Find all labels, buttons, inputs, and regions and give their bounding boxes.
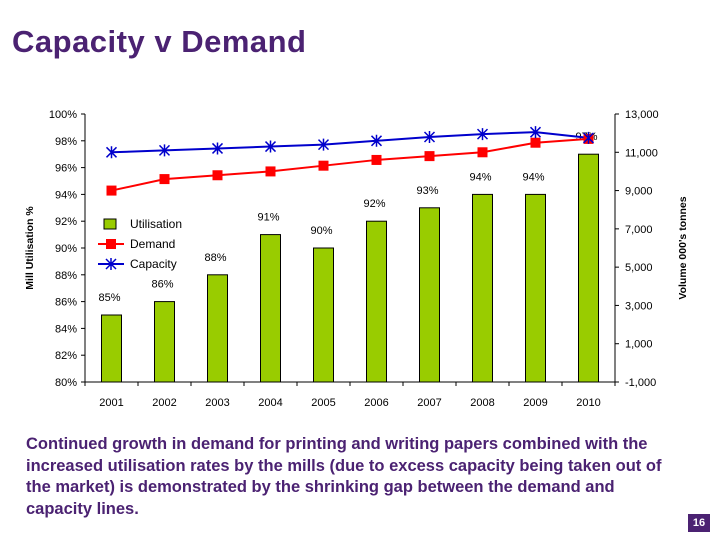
x-tick-label: 2010 (576, 397, 600, 409)
utilisation-bar (366, 220, 387, 383)
utilisation-bar (525, 193, 546, 383)
slide-title: Capacity v Demand (12, 24, 307, 59)
legend-label: Demand (130, 237, 175, 251)
capacity-line (111, 131, 589, 154)
left-tick-label: 94% (55, 189, 77, 201)
right-tick-label: 13,000 (625, 109, 659, 121)
legend-label: Capacity (130, 257, 177, 271)
utilisation-bar (472, 193, 493, 383)
demand-marker (265, 166, 276, 177)
demand-marker (318, 160, 329, 171)
demand-marker (424, 151, 435, 162)
legend-label: Utilisation (130, 217, 182, 231)
utilisation-data-label: 91% (257, 212, 279, 224)
utilisation-data-label: 94% (469, 171, 491, 183)
demand-marker (371, 154, 382, 165)
legend-marker-capacity (105, 258, 117, 270)
x-tick-label: 2005 (311, 397, 335, 409)
x-tick-label: 2009 (523, 397, 547, 409)
x-tick-label: 2001 (99, 397, 123, 409)
left-tick-label: 100% (49, 109, 77, 121)
x-tick-label: 2006 (364, 397, 388, 409)
right-tick-label: 11,000 (625, 147, 658, 159)
utilisation-data-label: 88% (204, 252, 226, 264)
slide-caption: Continued growth in demand for printing … (26, 435, 662, 518)
left-tick-label: 90% (55, 243, 77, 255)
legend-swatch-utilisation (103, 218, 117, 230)
capacity-marker (264, 140, 277, 153)
left-axis-title: Mill Utilisation % (24, 206, 36, 290)
right-tick-label: -1,000 (625, 377, 656, 389)
left-tick-label: 92% (55, 216, 77, 228)
utilisation-bar (101, 314, 122, 383)
right-tick-label: 1,000 (625, 339, 653, 351)
x-tick-label: 2008 (470, 397, 494, 409)
demand-marker (530, 137, 541, 148)
utilisation-bar (313, 247, 334, 383)
utilisation-bar (578, 153, 599, 383)
utilisation-bar (260, 234, 281, 383)
x-tick-label: 2007 (417, 397, 441, 409)
utilisation-data-label: 85% (98, 292, 120, 304)
right-tick-label: 5,000 (625, 262, 653, 274)
demand-marker (477, 147, 488, 158)
x-tick-label: 2002 (152, 397, 176, 409)
right-axis-title: Volume 000's tonnes (677, 196, 689, 299)
capacity-marker (476, 128, 489, 141)
capacity-marker (211, 142, 224, 155)
capacity-marker (529, 126, 542, 139)
right-tick-label: 7,000 (625, 224, 653, 236)
utilisation-data-label: 86% (151, 279, 173, 291)
right-tick-label: 9,000 (625, 186, 653, 198)
demand-marker (106, 185, 117, 196)
utilisation-data-label: 94% (522, 171, 544, 183)
utilisation-data-label: 92% (363, 198, 385, 210)
utilisation-bar (154, 301, 175, 383)
capacity-marker (317, 138, 330, 151)
left-tick-label: 86% (55, 297, 77, 309)
left-tick-label: 96% (55, 163, 77, 175)
capacity-marker (423, 130, 436, 143)
legend-marker-demand (106, 239, 116, 249)
capacity-marker (158, 144, 171, 157)
x-tick-label: 2004 (258, 397, 282, 409)
x-tick-label: 2003 (205, 397, 229, 409)
capacity-marker (370, 134, 383, 147)
slide-number: 16 (688, 514, 710, 532)
left-tick-label: 80% (55, 377, 77, 389)
left-tick-label: 84% (55, 323, 77, 335)
left-tick-label: 88% (55, 270, 77, 282)
capacity-marker (105, 146, 118, 159)
demand-line (111, 137, 589, 192)
left-tick-label: 82% (55, 350, 77, 362)
capacity-demand-chart: 80% 82% 84% 86% 88% 90% 92% 94% 96% 98% 100% -1,000… (24, 109, 689, 409)
left-tick-label: 98% (55, 136, 77, 148)
utilisation-bar (419, 207, 440, 383)
capacity-marker (582, 131, 595, 144)
utilisation-data-label: 90% (310, 225, 332, 237)
demand-marker (212, 170, 223, 181)
right-tick-label: 3,000 (625, 300, 653, 312)
chart: 80% 82% 84% 86% 88% 90% 92% 94% 96% 98% 100% -1,000… (0, 96, 728, 426)
demand-marker (159, 174, 170, 185)
utilisation-bar (207, 274, 228, 383)
utilisation-data-label: 93% (416, 185, 438, 197)
